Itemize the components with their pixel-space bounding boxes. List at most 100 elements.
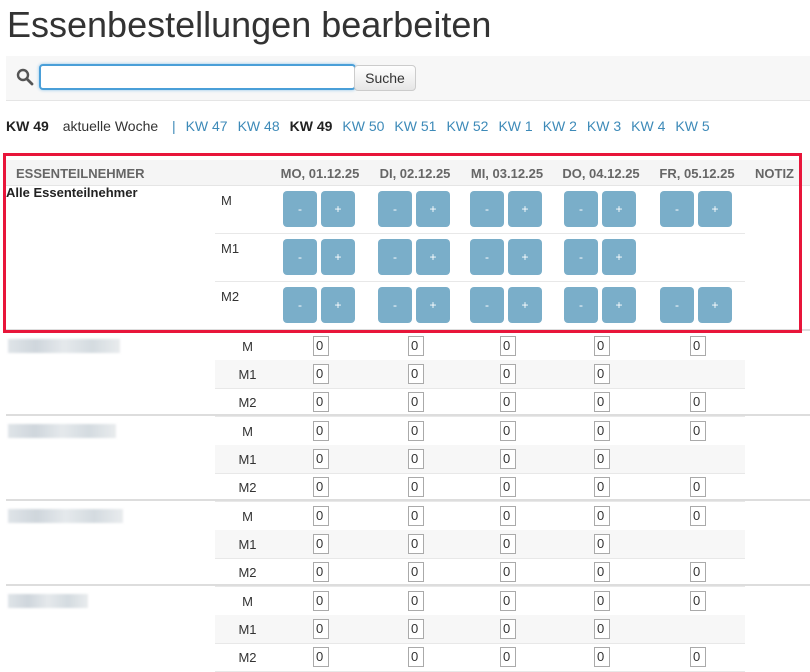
increment-button[interactable]: +: [321, 191, 355, 227]
quantity-field[interactable]: 0: [408, 562, 424, 582]
decrement-button[interactable]: -: [564, 239, 598, 275]
decrement-button[interactable]: -: [283, 287, 317, 323]
decrement-button[interactable]: -: [660, 287, 694, 323]
quantity-field[interactable]: 0: [408, 421, 424, 441]
quantity-field[interactable]: 0: [313, 421, 329, 441]
week-link[interactable]: KW 5: [675, 118, 710, 134]
week-link[interactable]: KW 49: [289, 118, 333, 134]
decrement-button[interactable]: -: [470, 287, 504, 323]
quantity-field[interactable]: 0: [408, 364, 424, 384]
decrement-button[interactable]: -: [470, 239, 504, 275]
increment-button[interactable]: +: [321, 287, 355, 323]
week-link[interactable]: KW 1: [498, 118, 533, 134]
increment-button[interactable]: +: [508, 287, 542, 323]
quantity-field[interactable]: 0: [408, 336, 424, 356]
quantity-field[interactable]: 0: [594, 336, 610, 356]
decrement-button[interactable]: -: [564, 191, 598, 227]
quantity-field[interactable]: 0: [594, 619, 610, 639]
quantity-field[interactable]: 0: [594, 647, 610, 667]
quantity-field[interactable]: 0: [500, 647, 516, 667]
quantity-field[interactable]: 0: [500, 449, 516, 469]
decrement-button[interactable]: -: [470, 191, 504, 227]
quantity-field[interactable]: 0: [500, 364, 516, 384]
meal-label: M: [242, 509, 253, 524]
quantity-field[interactable]: 0: [594, 392, 610, 412]
quantity-field[interactable]: 0: [313, 619, 329, 639]
quantity-field[interactable]: 0: [690, 591, 706, 611]
increment-button[interactable]: +: [698, 191, 732, 227]
quantity-field[interactable]: 0: [500, 336, 516, 356]
quantity-field[interactable]: 0: [408, 647, 424, 667]
decrement-button[interactable]: -: [660, 191, 694, 227]
quantity-field[interactable]: 0: [594, 562, 610, 582]
quantity-field[interactable]: 0: [408, 506, 424, 526]
quantity-field[interactable]: 0: [594, 364, 610, 384]
increment-button[interactable]: +: [416, 191, 450, 227]
table-row: M 0 0 0 0 0: [215, 502, 745, 531]
decrement-button[interactable]: -: [283, 239, 317, 275]
increment-button[interactable]: +: [602, 239, 636, 275]
quantity-field[interactable]: 0: [594, 421, 610, 441]
week-link[interactable]: KW 4: [631, 118, 666, 134]
quantity-field[interactable]: 0: [690, 562, 706, 582]
quantity-field[interactable]: 0: [594, 506, 610, 526]
week-link[interactable]: KW 52: [446, 118, 489, 134]
quantity-field[interactable]: 0: [313, 534, 329, 554]
quantity-field[interactable]: 0: [690, 477, 706, 497]
quantity-field[interactable]: 0: [500, 534, 516, 554]
increment-button[interactable]: +: [602, 287, 636, 323]
quantity-field[interactable]: 0: [313, 449, 329, 469]
quantity-field[interactable]: 0: [408, 477, 424, 497]
decrement-button[interactable]: -: [378, 287, 412, 323]
search-input[interactable]: [39, 64, 356, 90]
week-link[interactable]: KW 3: [586, 118, 622, 134]
quantity-field[interactable]: 0: [594, 534, 610, 554]
increment-button[interactable]: +: [508, 191, 542, 227]
decrement-button[interactable]: -: [564, 287, 598, 323]
quantity-field[interactable]: 0: [594, 449, 610, 469]
decrement-button[interactable]: -: [378, 191, 412, 227]
quantity-field[interactable]: 0: [408, 619, 424, 639]
quantity-field[interactable]: 0: [313, 562, 329, 582]
decrement-button[interactable]: -: [283, 191, 317, 227]
quantity-field[interactable]: 0: [313, 591, 329, 611]
quantity-field[interactable]: 0: [500, 506, 516, 526]
increment-button[interactable]: +: [416, 287, 450, 323]
week-link[interactable]: KW 2: [542, 118, 577, 134]
quantity-field[interactable]: 0: [313, 647, 329, 667]
quantity-field[interactable]: 0: [500, 392, 516, 412]
quantity-field[interactable]: 0: [500, 477, 516, 497]
quantity-field[interactable]: 0: [408, 392, 424, 412]
search-button[interactable]: Suche: [354, 65, 416, 91]
quantity-field[interactable]: 0: [500, 421, 516, 441]
header-essenteilnehmer: ESSENTEILNEHMER: [16, 166, 145, 181]
quantity-field[interactable]: 0: [408, 591, 424, 611]
quantity-field[interactable]: 0: [500, 591, 516, 611]
increment-button[interactable]: +: [602, 191, 636, 227]
increment-button[interactable]: +: [698, 287, 732, 323]
quantity-field[interactable]: 0: [408, 449, 424, 469]
quantity-field[interactable]: 0: [690, 336, 706, 356]
quantity-field[interactable]: 0: [313, 336, 329, 356]
quantity-field[interactable]: 0: [313, 506, 329, 526]
quantity-field[interactable]: 0: [500, 562, 516, 582]
quantity-field[interactable]: 0: [594, 591, 610, 611]
week-link[interactable]: KW 51: [394, 118, 437, 134]
quantity-field[interactable]: 0: [408, 534, 424, 554]
quantity-field[interactable]: 0: [313, 477, 329, 497]
increment-button[interactable]: +: [508, 239, 542, 275]
decrement-button[interactable]: -: [378, 239, 412, 275]
week-link[interactable]: KW 47: [185, 118, 228, 134]
quantity-field[interactable]: 0: [313, 392, 329, 412]
quantity-field[interactable]: 0: [690, 392, 706, 412]
week-link[interactable]: KW 48: [237, 118, 280, 134]
increment-button[interactable]: +: [416, 239, 450, 275]
quantity-field[interactable]: 0: [690, 506, 706, 526]
quantity-field[interactable]: 0: [313, 364, 329, 384]
quantity-field[interactable]: 0: [690, 421, 706, 441]
week-link[interactable]: KW 50: [342, 118, 385, 134]
quantity-field[interactable]: 0: [500, 619, 516, 639]
quantity-field[interactable]: 0: [594, 477, 610, 497]
increment-button[interactable]: +: [321, 239, 355, 275]
quantity-field[interactable]: 0: [690, 647, 706, 667]
